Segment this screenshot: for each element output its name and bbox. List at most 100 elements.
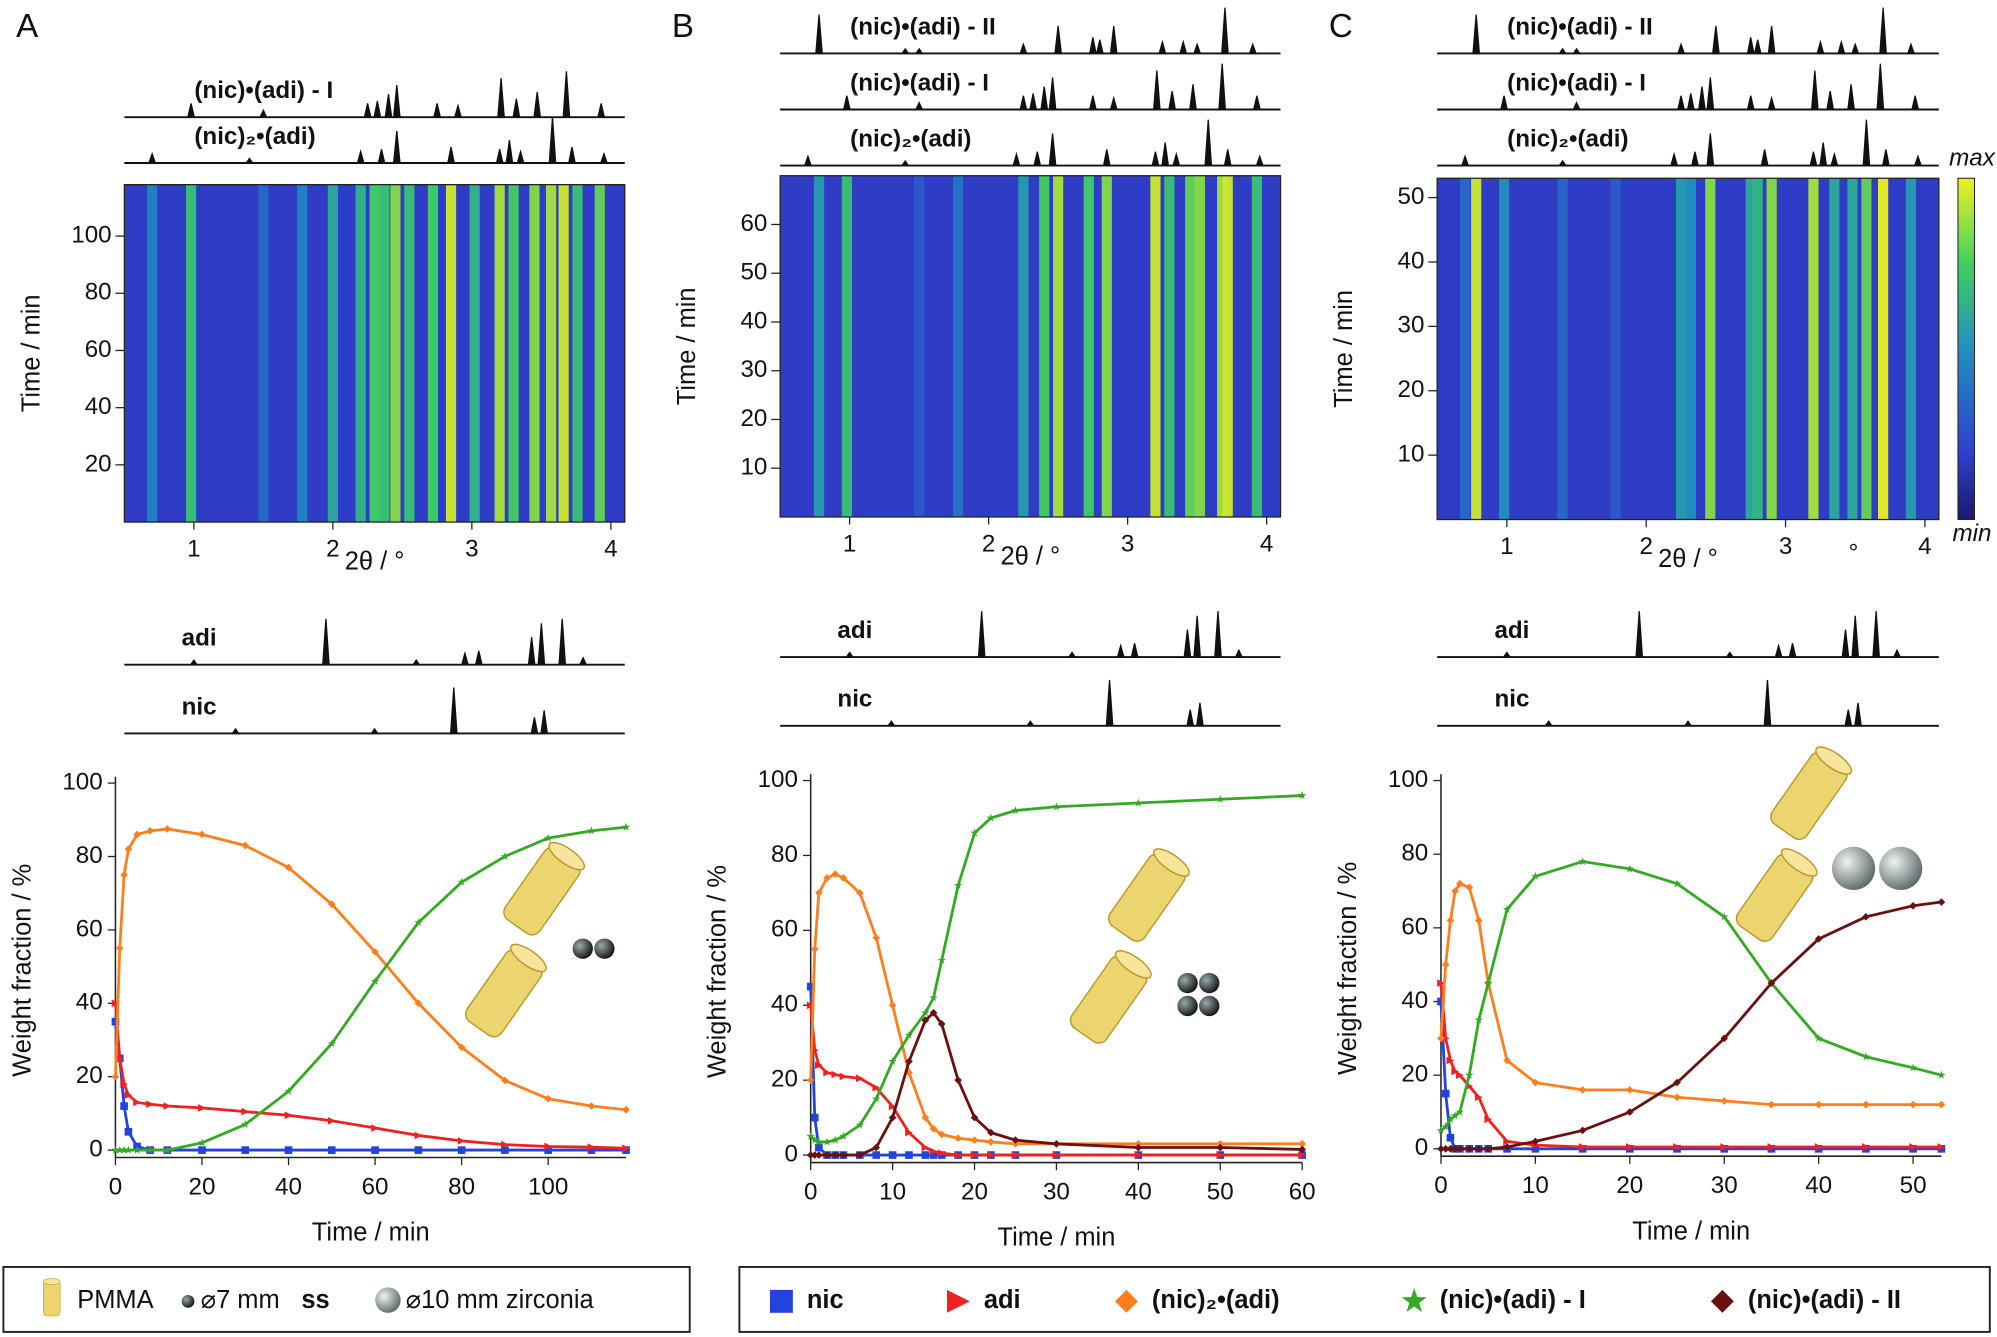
pattern-label: (nic)₂•(adi) (850, 125, 971, 152)
heatmap-background (780, 175, 1281, 517)
marker (1401, 1288, 1427, 1313)
legend-label: ⌀7 mm (201, 1286, 280, 1314)
pattern-peak (527, 637, 536, 666)
heatmap-stripe (1766, 178, 1777, 520)
marker (929, 1008, 938, 1017)
marker (937, 955, 946, 964)
pattern-peak (1572, 47, 1581, 55)
y-axis-label: Time / min (673, 287, 701, 405)
marker (241, 1107, 250, 1116)
marker (1011, 1151, 1020, 1159)
x-tick-label: 2 (326, 535, 339, 562)
marker (587, 826, 596, 835)
marker (198, 1104, 206, 1112)
marker (921, 1113, 930, 1122)
pattern-label: (nic)•(adi) - II (850, 13, 996, 40)
pattern-peak (537, 623, 546, 666)
pattern-peak (1635, 611, 1644, 658)
pattern-peak (1774, 643, 1783, 658)
marker (1908, 1063, 1918, 1072)
pattern-peak (567, 146, 576, 164)
marker (987, 1151, 995, 1159)
pattern-peak (1029, 93, 1038, 111)
y-tick-label: 0 (784, 1140, 797, 1167)
pattern-peak (1248, 42, 1257, 55)
y-tick-label: 30 (1398, 312, 1425, 339)
marker (1474, 1145, 1483, 1153)
pattern-peak (1502, 651, 1512, 658)
y-tick-label: 60 (85, 336, 112, 363)
x-tick-label: 40 (275, 1173, 302, 1200)
heatmap-stripe (1150, 175, 1161, 517)
pattern-peak (1847, 84, 1855, 111)
x-tick-label: 10 (1522, 1172, 1549, 1199)
pattern-peak (512, 98, 521, 118)
pattern-peak (1234, 648, 1244, 658)
y-tick-label: 0 (1415, 1134, 1428, 1161)
marker (1456, 1145, 1464, 1153)
y-tick-label: 50 (1398, 183, 1425, 210)
series-line (114, 1003, 627, 1150)
pattern-peak (1851, 615, 1860, 658)
marker (1626, 1143, 1634, 1151)
y-tick-label: 40 (85, 393, 112, 420)
pattern-peak (1033, 151, 1042, 167)
marker (163, 1102, 172, 1110)
heatmap-stripe (572, 184, 583, 523)
marker (1451, 887, 1459, 895)
x-tick-label: 0 (804, 1179, 817, 1206)
marker (120, 1102, 128, 1110)
marker (198, 1146, 206, 1154)
pattern-peak (1109, 95, 1118, 111)
heatmap-stripe (1053, 175, 1064, 517)
marker (839, 1072, 848, 1081)
marker (1052, 802, 1061, 811)
heatmap-stripe (841, 175, 852, 517)
marker (198, 830, 206, 839)
panel-label: B (672, 8, 694, 45)
x-tick-label: 1 (1500, 533, 1513, 560)
pattern-peak (453, 103, 462, 118)
heatmap-stripe (355, 184, 366, 523)
pattern-peak (1670, 151, 1679, 167)
y-axis-label: Time / min (1330, 290, 1358, 408)
heatmap-stripe (427, 184, 439, 523)
marker (905, 1151, 913, 1159)
pattern-peak (1788, 643, 1797, 658)
marker (111, 1072, 120, 1081)
x-tick-label: 50 (1207, 1179, 1234, 1206)
marker (1484, 1145, 1493, 1153)
marker (1937, 1070, 1946, 1079)
marker (1767, 1143, 1776, 1151)
pattern-peak (1183, 629, 1192, 658)
y-axis-label: Time / min (17, 294, 45, 412)
pattern-peak (1913, 154, 1923, 167)
y-tick-label: 80 (76, 842, 103, 869)
marker (1451, 1067, 1459, 1076)
series-line (114, 827, 627, 1112)
x-tick-label: 4 (1260, 530, 1273, 557)
marker (284, 863, 293, 872)
pattern-peak (1746, 37, 1755, 55)
heatmap-stripe (1878, 178, 1889, 520)
jar-icon (1732, 741, 1923, 946)
heatmap-stripe (1471, 178, 1482, 520)
pattern-peak (1151, 151, 1160, 167)
heatmap-stripe (952, 175, 964, 517)
marker (284, 1146, 293, 1154)
x-tick-label: 30 (1043, 1179, 1070, 1206)
pattern-peak (1558, 159, 1567, 167)
marker (1814, 1143, 1823, 1151)
marker (1814, 935, 1823, 943)
pattern-peak (845, 651, 855, 658)
marker (1451, 1145, 1459, 1153)
marker (146, 826, 154, 835)
pattern-peak (1221, 7, 1229, 55)
marker (1441, 1122, 1450, 1131)
y-tick-label: 50 (740, 259, 767, 286)
pattern-peak (447, 146, 455, 164)
heatmap-stripe (1905, 178, 1917, 520)
marker (1531, 1145, 1540, 1153)
pattern-peak (1095, 39, 1104, 55)
y-axis-label: Weight fraction / % (1334, 862, 1362, 1075)
